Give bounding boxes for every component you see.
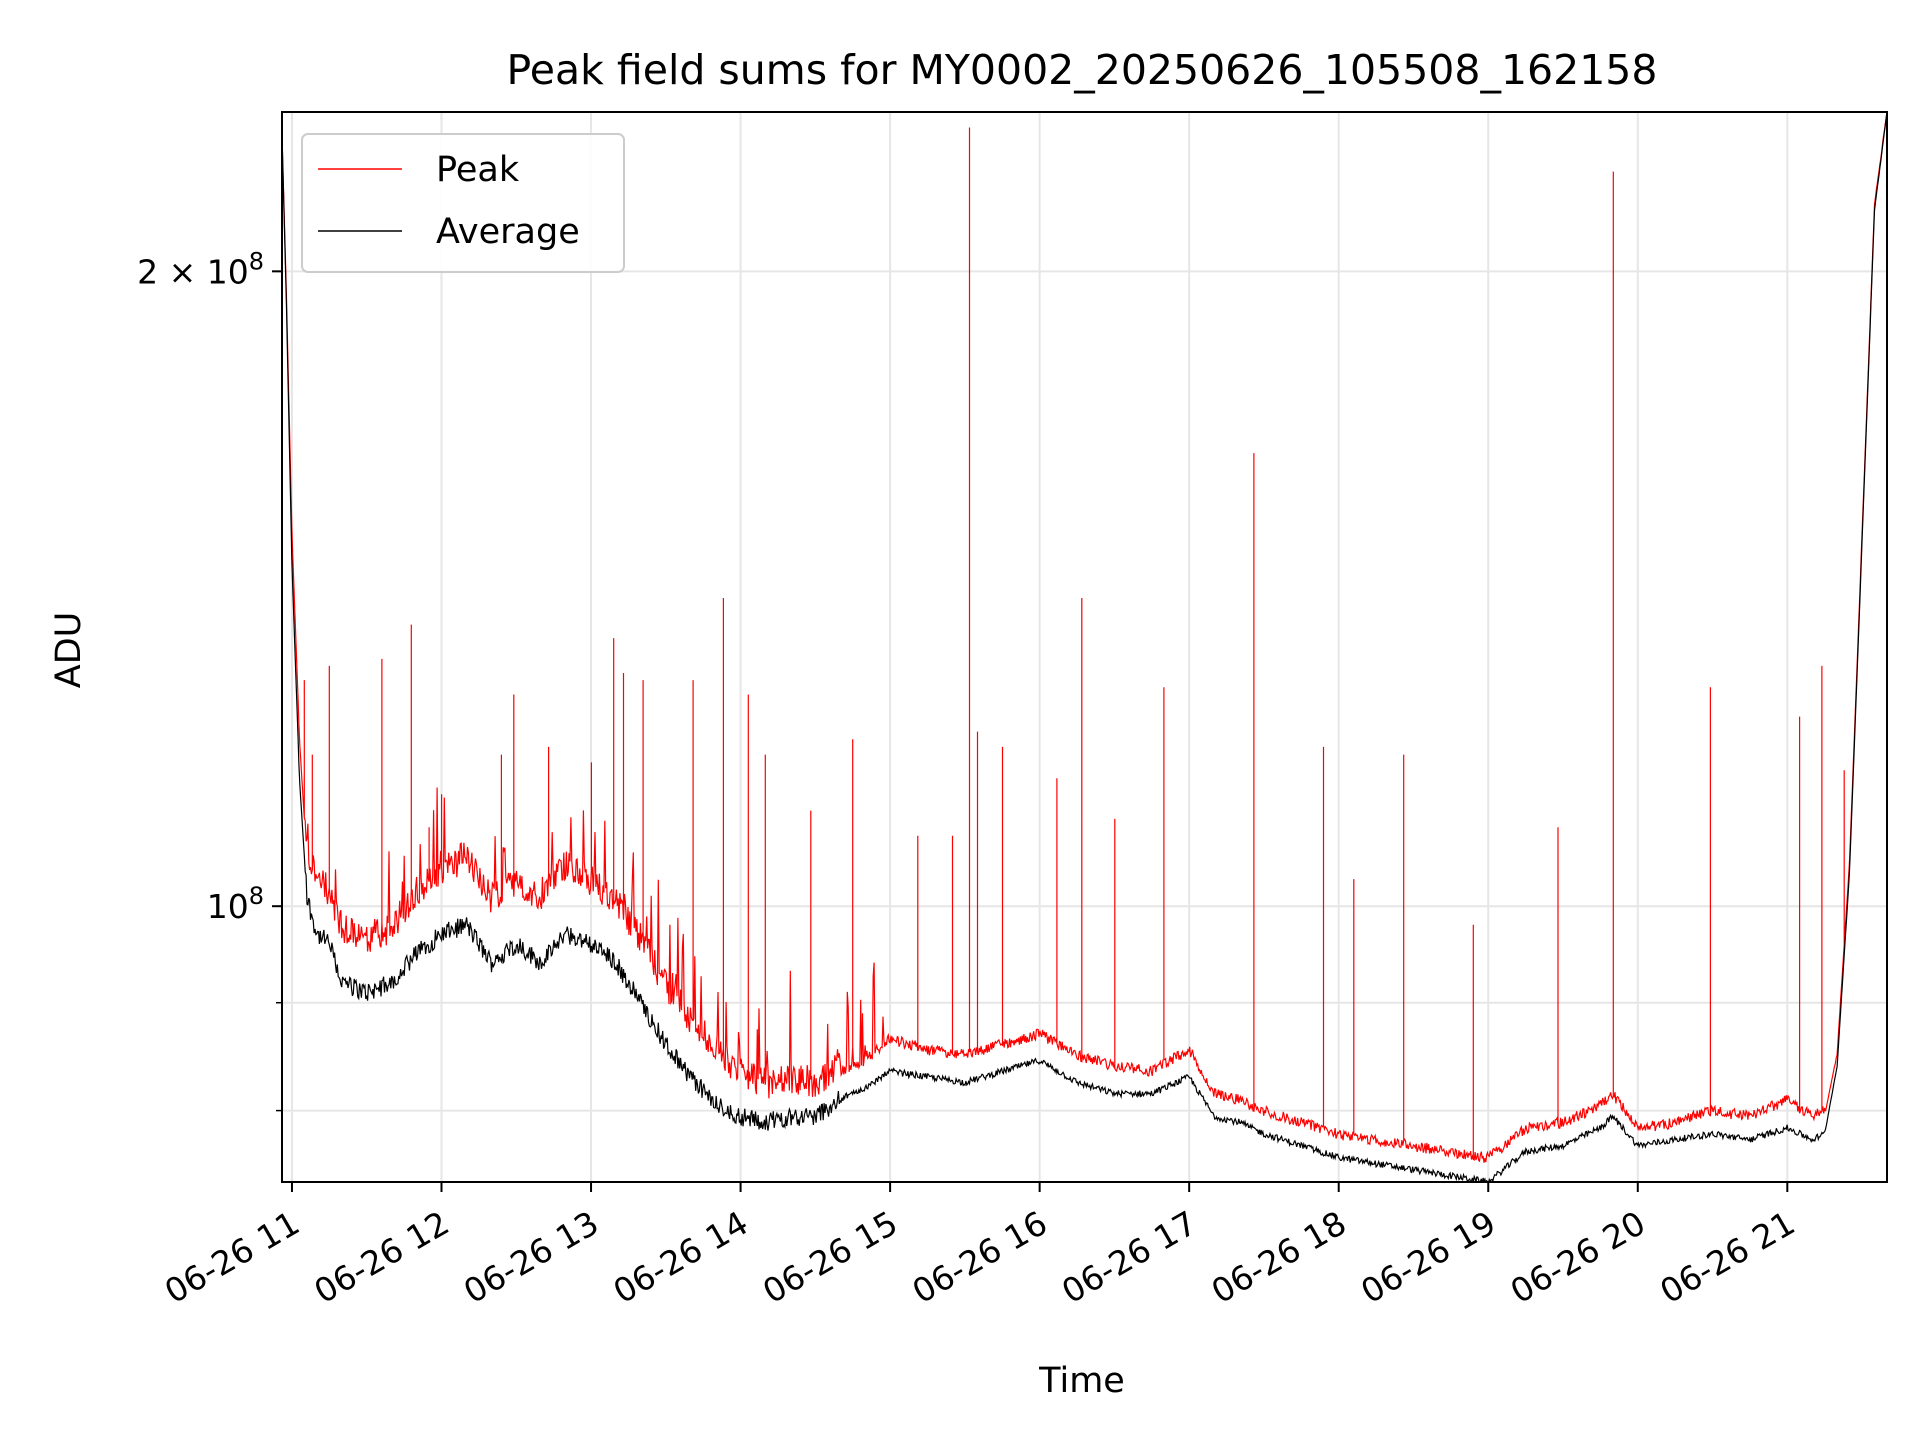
- plot-series: [282, 112, 1887, 1182]
- chart-title: Peak field sums for MY0002_20250626_1055…: [507, 46, 1658, 94]
- y-axis-label: ADU: [49, 612, 89, 689]
- legend-label-peak: Peak: [436, 150, 520, 190]
- legend: Peak Average: [301, 133, 625, 273]
- legend-label-average: Average: [436, 212, 580, 252]
- x-axis-label: Time: [1038, 1361, 1125, 1401]
- series-line-average: [282, 112, 1887, 1182]
- y-axis-ticks: 108 2 × 108: [137, 247, 282, 1112]
- plot-area-frame: [281, 111, 1888, 1183]
- grid: [282, 112, 1887, 1182]
- series-line-peak: [282, 112, 1887, 1163]
- y-tick-label: 2 × 108: [137, 247, 264, 291]
- y-tick-label: 108: [207, 882, 264, 926]
